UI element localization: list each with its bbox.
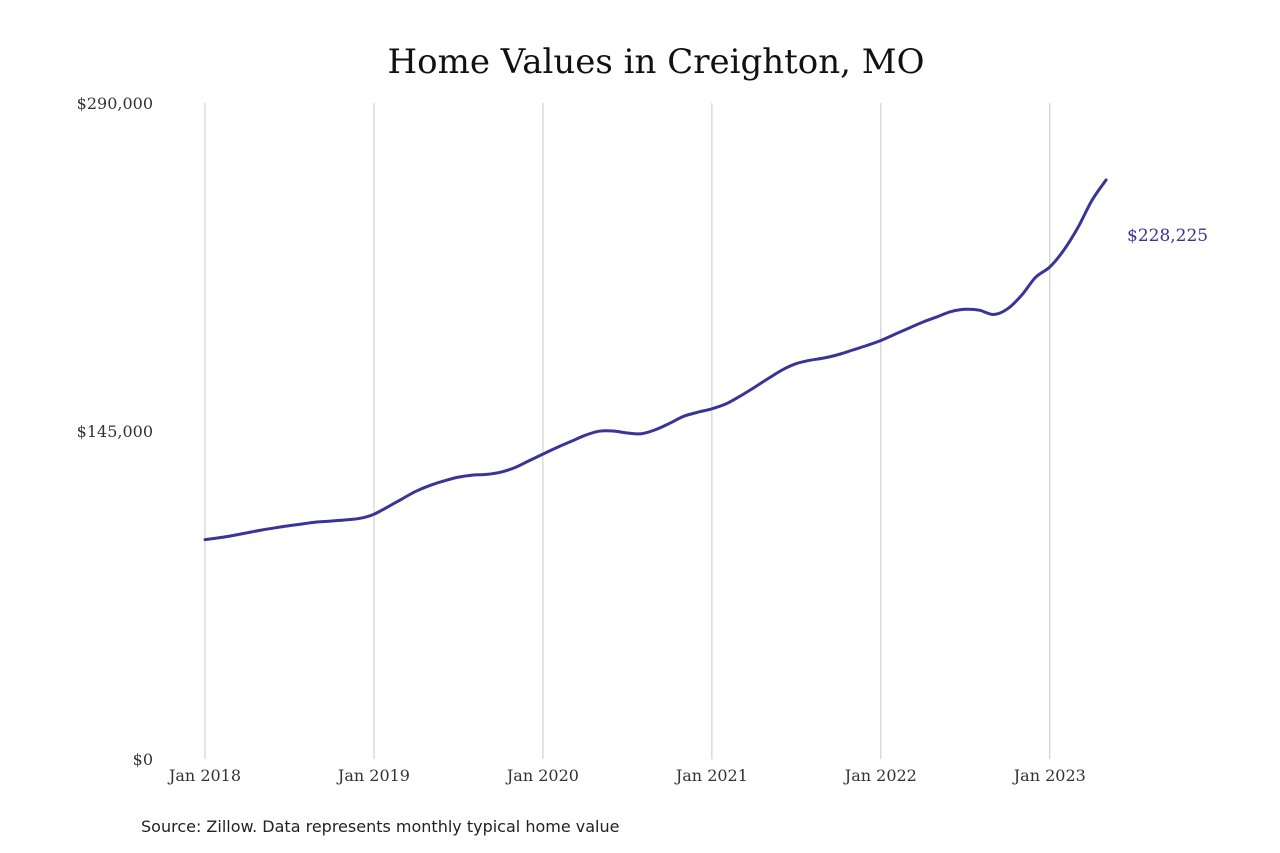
y-tick-label: $145,000 (77, 422, 153, 441)
series-layer (203, 178, 1108, 542)
x-tick-label: Jan 2019 (336, 766, 410, 785)
x-tick-label: Jan 2021 (674, 766, 748, 785)
chart-title: Home Values in Creighton, MO (388, 42, 925, 82)
y-tick-label: $290,000 (77, 94, 153, 113)
x-tick-label: Jan 2023 (1012, 766, 1086, 785)
series-line (203, 178, 1108, 542)
y-tick-label: $0 (133, 750, 153, 769)
x-tick-label: Jan 2022 (843, 766, 917, 785)
x-tick-label: Jan 2018 (167, 766, 241, 785)
end-value-label: $228,225 (1127, 226, 1208, 246)
x-axis-ticks: Jan 2018 Jan 2019 Jan 2020 Jan 2021 Jan 2022… (167, 766, 1086, 785)
gridlines (204, 103, 1051, 759)
source-note: Source: Zillow. Data represents monthly … (141, 817, 620, 836)
x-tick-label: Jan 2020 (505, 766, 579, 785)
y-axis-ticks: $0 $145,000 $290,000 (77, 94, 153, 769)
